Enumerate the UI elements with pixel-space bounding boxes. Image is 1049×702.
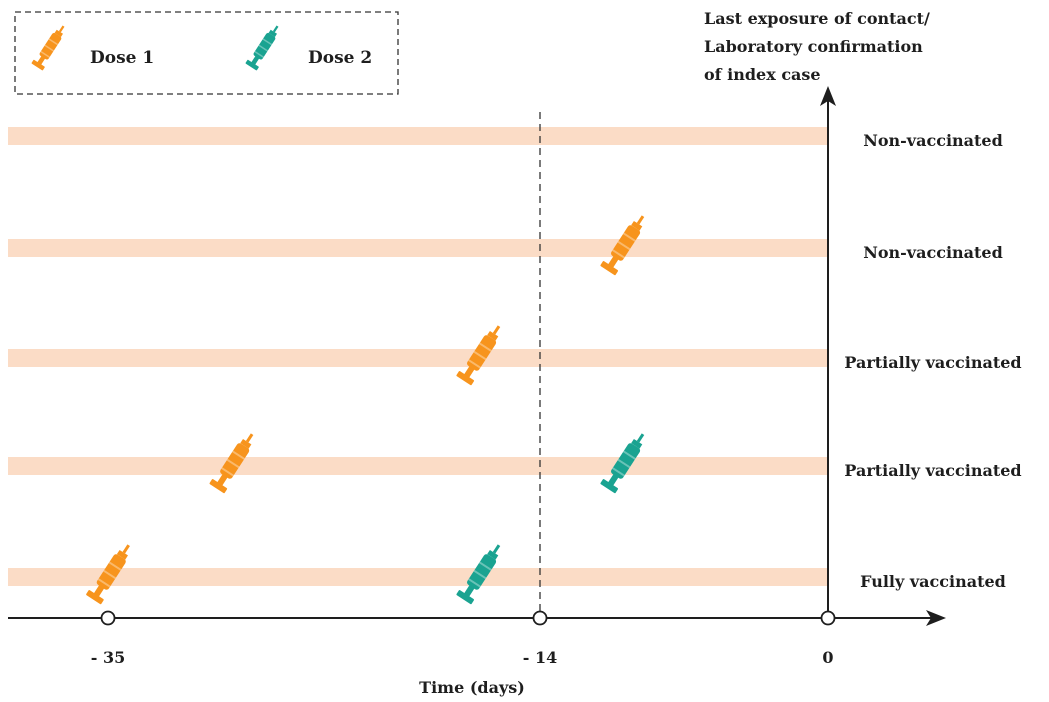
timeline-band-2 [8, 239, 828, 257]
dose-syringes [85, 211, 651, 605]
time-axis-title: Time (days) [419, 678, 525, 697]
legend-dose1-syringe-icon [31, 22, 70, 71]
row-status-label-4: Partially vaccinated [844, 461, 1021, 480]
reference-axis-arrowhead [820, 86, 836, 106]
legend-dose2-label: Dose 2 [308, 48, 372, 68]
row-status-label-1: Non-vaccinated [863, 131, 1003, 150]
timeline-bands: Non-vaccinated Non-vaccinated Partially va… [8, 127, 1022, 591]
legend-frame [14, 11, 399, 95]
time-axis-arrowhead [926, 610, 946, 626]
legend-dose1-label: Dose 1 [90, 48, 154, 68]
timeline-band-3 [8, 349, 828, 367]
reference-label-line-3: of index case [704, 65, 821, 84]
timeline-band-4 [8, 457, 828, 475]
legend: Dose 1 Dose 2 [14, 11, 399, 95]
row-status-label-2: Non-vaccinated [863, 243, 1003, 262]
reference-label: Last exposure of contact/ Laboratory con… [704, 9, 930, 84]
legend-dose2-syringe-icon [245, 22, 284, 71]
row-status-label-5: Fully vaccinated [860, 572, 1006, 591]
time-axis-ticks: - 35 - 14 0 [91, 610, 836, 667]
reference-label-line-1: Last exposure of contact/ [704, 9, 930, 28]
tick-marker-2 [820, 610, 836, 626]
row-status-label-3: Partially vaccinated [844, 353, 1021, 372]
timeline-band-1 [8, 127, 828, 145]
tick-label-2: 0 [822, 648, 833, 667]
tick-marker-0 [100, 610, 116, 626]
tick-label-0: - 35 [91, 648, 125, 667]
timeline-band-5 [8, 568, 828, 586]
reference-label-line-2: Laboratory confirmation [704, 37, 923, 56]
tick-label-1: - 14 [523, 648, 557, 667]
tick-marker-1 [532, 610, 548, 626]
